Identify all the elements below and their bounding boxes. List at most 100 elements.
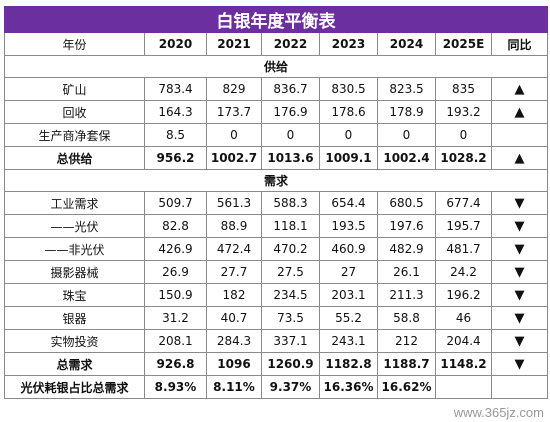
value-cell: 0 (377, 123, 436, 147)
value-cell: 16.36% (319, 375, 378, 399)
table-row: 摄影器械 26.9 27.7 27.5 27 26.1 24.2 ▼ (4, 260, 548, 284)
row-label: 工业需求 (4, 191, 145, 215)
header-year-label: 年份 (4, 32, 145, 56)
value-cell: 1002.4 (377, 146, 436, 170)
value-cell: 46 (435, 306, 492, 330)
value-cell: 243.1 (319, 329, 378, 353)
value-cell: 0 (319, 123, 378, 147)
value-cell: 836.7 (261, 77, 320, 101)
row-label: 生产商净套保 (4, 123, 145, 147)
value-cell: 426.9 (144, 237, 207, 261)
value-cell: 211.3 (377, 283, 436, 307)
value-cell: 1148.2 (435, 352, 492, 376)
value-cell: 197.6 (377, 214, 436, 238)
value-cell: 88.9 (206, 214, 262, 238)
value-cell: 58.8 (377, 306, 436, 330)
table-title: 白银年度平衡表 (4, 6, 548, 33)
trend-down-icon: ▼ (491, 306, 548, 330)
value-cell: 835 (435, 77, 492, 101)
value-cell: 1188.7 (377, 352, 436, 376)
row-label: 实物投资 (4, 329, 145, 353)
trend-down-icon: ▼ (491, 283, 548, 307)
value-cell: 204.4 (435, 329, 492, 353)
header-col-6: 2025E (435, 32, 492, 56)
section-header: 需求 (4, 169, 548, 192)
value-cell (435, 375, 492, 399)
value-cell: 73.5 (261, 306, 320, 330)
value-cell: 82.8 (144, 214, 207, 238)
value-cell: 31.2 (144, 306, 207, 330)
value-cell: 164.3 (144, 100, 207, 124)
table-row: 生产商净套保 8.5 0 0 0 0 0 (4, 123, 548, 147)
trend-cell (491, 375, 548, 399)
value-cell: 509.7 (144, 191, 207, 215)
value-cell: 9.37% (261, 375, 320, 399)
trend-down-icon: ▼ (491, 329, 548, 353)
value-cell: 680.5 (377, 191, 436, 215)
value-cell: 561.3 (206, 191, 262, 215)
row-label: 摄影器械 (4, 260, 145, 284)
value-cell: 24.2 (435, 260, 492, 284)
value-cell: 178.9 (377, 100, 436, 124)
value-cell: 40.7 (206, 306, 262, 330)
value-cell: 27.7 (206, 260, 262, 284)
trend-up-icon: ▲ (491, 77, 548, 101)
trend-down-icon: ▼ (491, 260, 548, 284)
table-row: 工业需求 509.7 561.3 588.3 654.4 680.5 677.4 ▼ (4, 191, 548, 215)
trend-down-icon: ▼ (491, 214, 548, 238)
header-col-1: 2020 (144, 32, 207, 56)
section-header: 供给 (4, 55, 548, 78)
table-row: 银器 31.2 40.7 73.5 55.2 58.8 46 ▼ (4, 306, 548, 330)
row-label: 矿山 (4, 77, 145, 101)
balance-table-wrapper: 白银年度平衡表 年份 2020 2021 2022 2023 2024 2025E 同比 供给… (4, 6, 548, 399)
trend-down-icon: ▼ (491, 237, 548, 261)
value-cell: 8.11% (206, 375, 262, 399)
header-col-2: 2021 (206, 32, 262, 56)
table-row: ——光伏 82.8 88.9 118.1 193.5 197.6 195.7 ▼ (4, 214, 548, 238)
value-cell: 55.2 (319, 306, 378, 330)
value-cell: 472.4 (206, 237, 262, 261)
silver-balance-table: 白银年度平衡表 年份 2020 2021 2022 2023 2024 2025E 同比 供给… (4, 6, 548, 399)
row-label: 光伏耗银占比总需求 (4, 375, 145, 399)
value-cell: 234.5 (261, 283, 320, 307)
value-cell: 1013.6 (261, 146, 320, 170)
value-cell: 460.9 (319, 237, 378, 261)
table-row: 实物投资 208.1 284.3 337.1 243.1 212 204.4 ▼ (4, 329, 548, 353)
value-cell: 0 (206, 123, 262, 147)
value-cell: 470.2 (261, 237, 320, 261)
row-label: 总供给 (4, 146, 145, 170)
trend-down-icon: ▼ (491, 191, 548, 215)
value-cell: 481.7 (435, 237, 492, 261)
value-cell: 16.62% (377, 375, 436, 399)
table-row: 总需求 926.8 1096 1260.9 1182.8 1188.7 1148.2 ▼ (4, 352, 548, 376)
value-cell: 193.2 (435, 100, 492, 124)
table-row: 回收 164.3 173.7 176.9 178.6 178.9 193.2 ▲ (4, 100, 548, 124)
value-cell: 0 (261, 123, 320, 147)
value-cell: 1260.9 (261, 352, 320, 376)
value-cell: 1096 (206, 352, 262, 376)
row-label: ——光伏 (4, 214, 145, 238)
value-cell: 1028.2 (435, 146, 492, 170)
value-cell: 195.7 (435, 214, 492, 238)
value-cell: 208.1 (144, 329, 207, 353)
value-cell: 829 (206, 77, 262, 101)
trend-up-icon: ▲ (491, 100, 548, 124)
header-col-7: 同比 (491, 32, 548, 56)
value-cell: 182 (206, 283, 262, 307)
value-cell: 203.1 (319, 283, 378, 307)
value-cell: 337.1 (261, 329, 320, 353)
trend-up-icon: ▲ (491, 146, 548, 170)
row-label: 银器 (4, 306, 145, 330)
value-cell: 830.5 (319, 77, 378, 101)
value-cell: 1182.8 (319, 352, 378, 376)
watermark: www.365jz.com (453, 405, 544, 420)
value-cell: 956.2 (144, 146, 207, 170)
table-row: ——非光伏 426.9 472.4 470.2 460.9 482.9 481.7 ▼ (4, 237, 548, 261)
header-col-4: 2023 (319, 32, 378, 56)
trend-cell (491, 123, 548, 147)
value-cell: 26.1 (377, 260, 436, 284)
value-cell: 823.5 (377, 77, 436, 101)
value-cell: 284.3 (206, 329, 262, 353)
row-label: ——非光伏 (4, 237, 145, 261)
value-cell: 1002.7 (206, 146, 262, 170)
